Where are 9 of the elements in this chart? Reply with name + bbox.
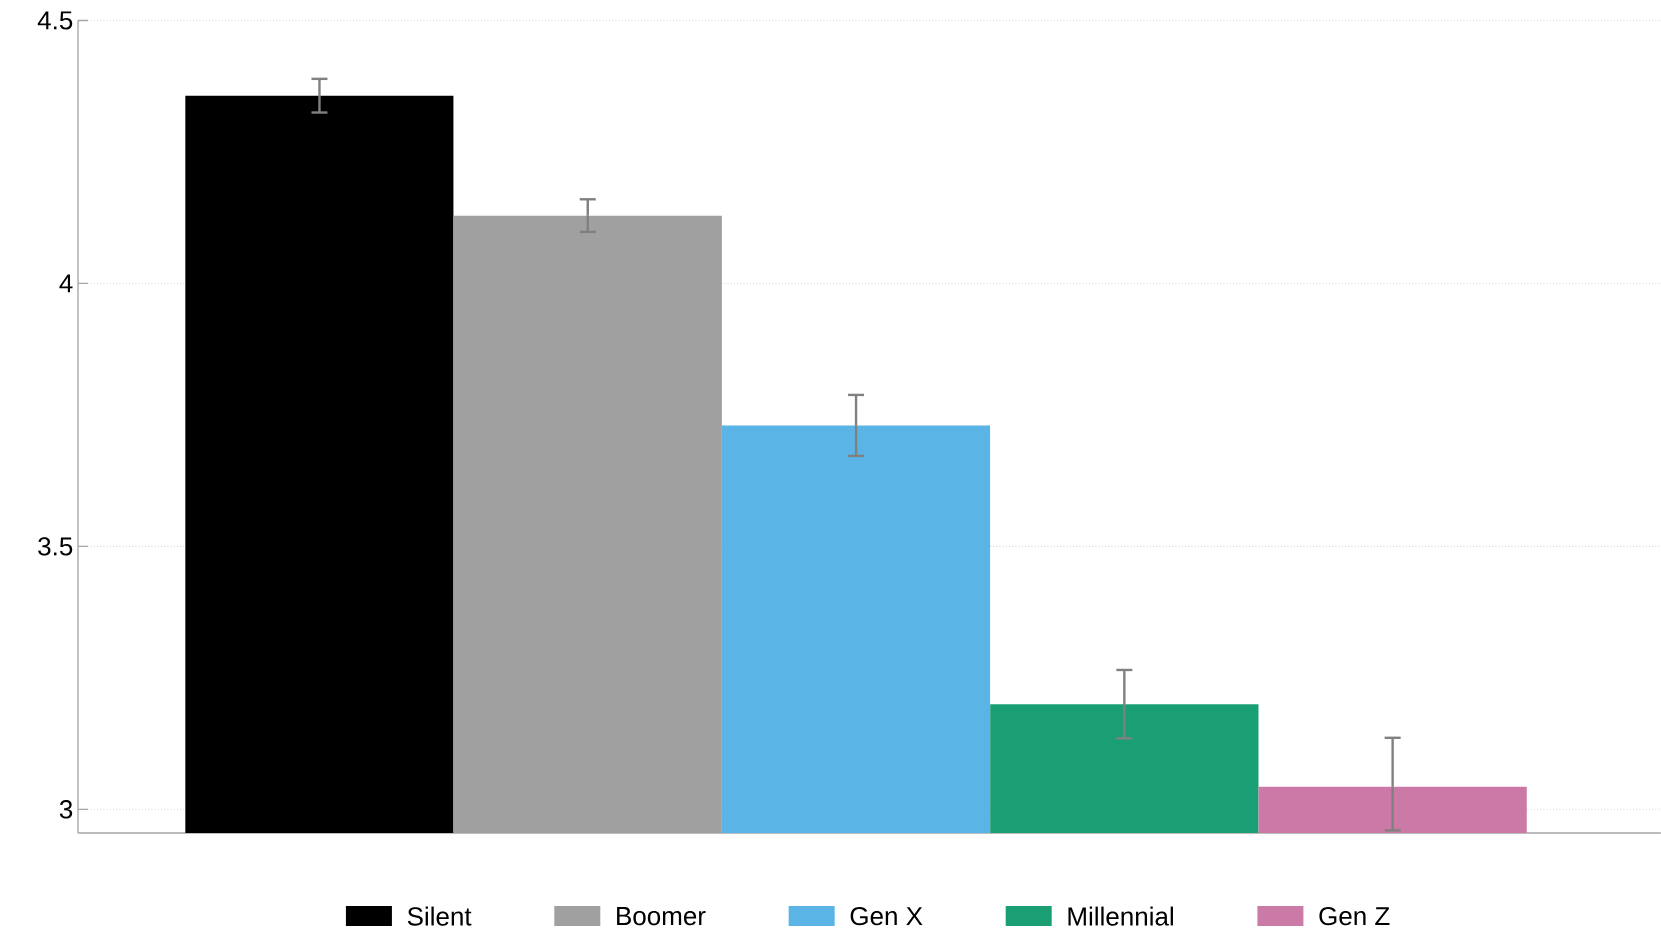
legend-label: Boomer xyxy=(617,907,706,926)
legend-label: Silent xyxy=(407,906,472,926)
y-tick-label: 3 xyxy=(59,800,73,819)
y-tick-label: 4 xyxy=(59,274,73,293)
legend-label: Millennial xyxy=(1068,906,1173,926)
legend-label: Gen Z xyxy=(1319,906,1390,926)
legend-label: Gen X xyxy=(850,906,923,926)
y-tick-label: 4.5 xyxy=(37,11,73,30)
y-tick-label: 3.5 xyxy=(38,537,73,556)
